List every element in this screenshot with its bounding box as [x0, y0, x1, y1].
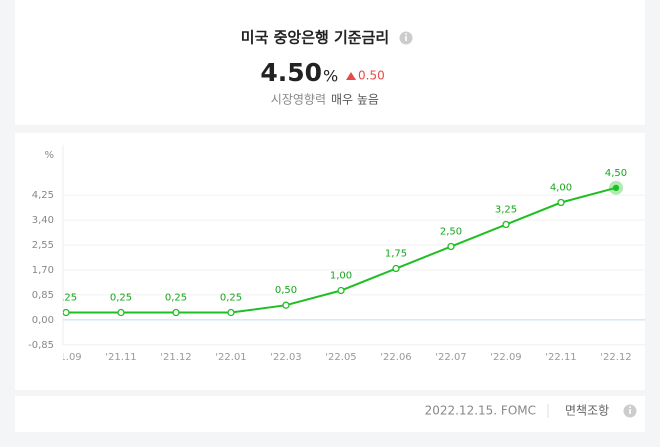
x-tick-label: '22.03: [270, 352, 301, 363]
x-tick-label: '22.09: [490, 352, 521, 363]
info-icon[interactable]: [399, 31, 413, 45]
value-label: 3,25: [495, 205, 517, 216]
y-tick-label: -0,85: [28, 340, 54, 351]
point: [612, 184, 620, 191]
y-tick-label: 1,70: [32, 265, 54, 276]
point: [447, 242, 455, 251]
influence-label: 시장영향력: [271, 93, 326, 107]
value-label: 0,50: [275, 285, 297, 296]
disclaimer-icon[interactable]: [623, 404, 637, 418]
value-label: 1,00: [330, 271, 352, 282]
point: [337, 286, 345, 295]
x-tick-label: '22.06: [380, 352, 411, 363]
value-label: 0,25: [55, 293, 77, 304]
point: [172, 308, 180, 317]
x-tick-label: '22.07: [435, 352, 466, 363]
value-label: 1,75: [385, 249, 407, 260]
x-tick-label: '21.12: [160, 352, 191, 363]
x-tick-label: '22.11: [545, 352, 576, 363]
value-label: 0,25: [165, 293, 187, 304]
point: [502, 220, 510, 229]
point: [63, 308, 70, 317]
point: [227, 308, 235, 317]
value-label: 4,50: [605, 168, 627, 179]
header-card: [15, 0, 645, 125]
y-tick-label: 0,85: [32, 290, 54, 301]
point: [282, 301, 290, 309]
value-label: 4,00: [550, 183, 572, 194]
y-tick-label: 4,25: [32, 190, 54, 201]
x-tick-label: '22.05: [325, 352, 356, 363]
x-tick-label: '22.12: [600, 352, 631, 363]
disclaimer[interactable]: 면책조항: [565, 403, 609, 418]
point: [392, 264, 400, 273]
y-tick-label: 0,00: [32, 315, 54, 326]
x-tick-label: '21.09: [50, 352, 81, 363]
footer-card: [15, 396, 645, 432]
influence-level: 매우 높음: [331, 93, 379, 107]
point: [117, 308, 125, 317]
x-tick-label: '22.01: [215, 352, 246, 363]
value-label: 0,25: [220, 293, 242, 304]
up-arrow: [346, 72, 356, 80]
y-unit: %: [44, 150, 54, 161]
chart-card: [15, 133, 645, 390]
value-label: 2,50: [440, 227, 462, 238]
x-tick-label: '21.11: [105, 352, 136, 363]
value-label: 0,25: [110, 293, 132, 304]
y-tick-label: 2,55: [32, 240, 54, 251]
rate-unit: %: [323, 67, 338, 86]
point: [557, 198, 565, 207]
title: 미국 중앙은행 기준금리: [241, 29, 389, 47]
rate-value: 4.50: [260, 58, 322, 87]
y-tick-label: 3,40: [32, 215, 54, 226]
rate-change: 0.50: [358, 69, 385, 83]
plot: '21.09 '21.11 '21.12 '22.01 '22.03 '22.05 '22.…: [50, 168, 632, 363]
footer-date: 2022.12.15. FOMC: [425, 404, 536, 418]
